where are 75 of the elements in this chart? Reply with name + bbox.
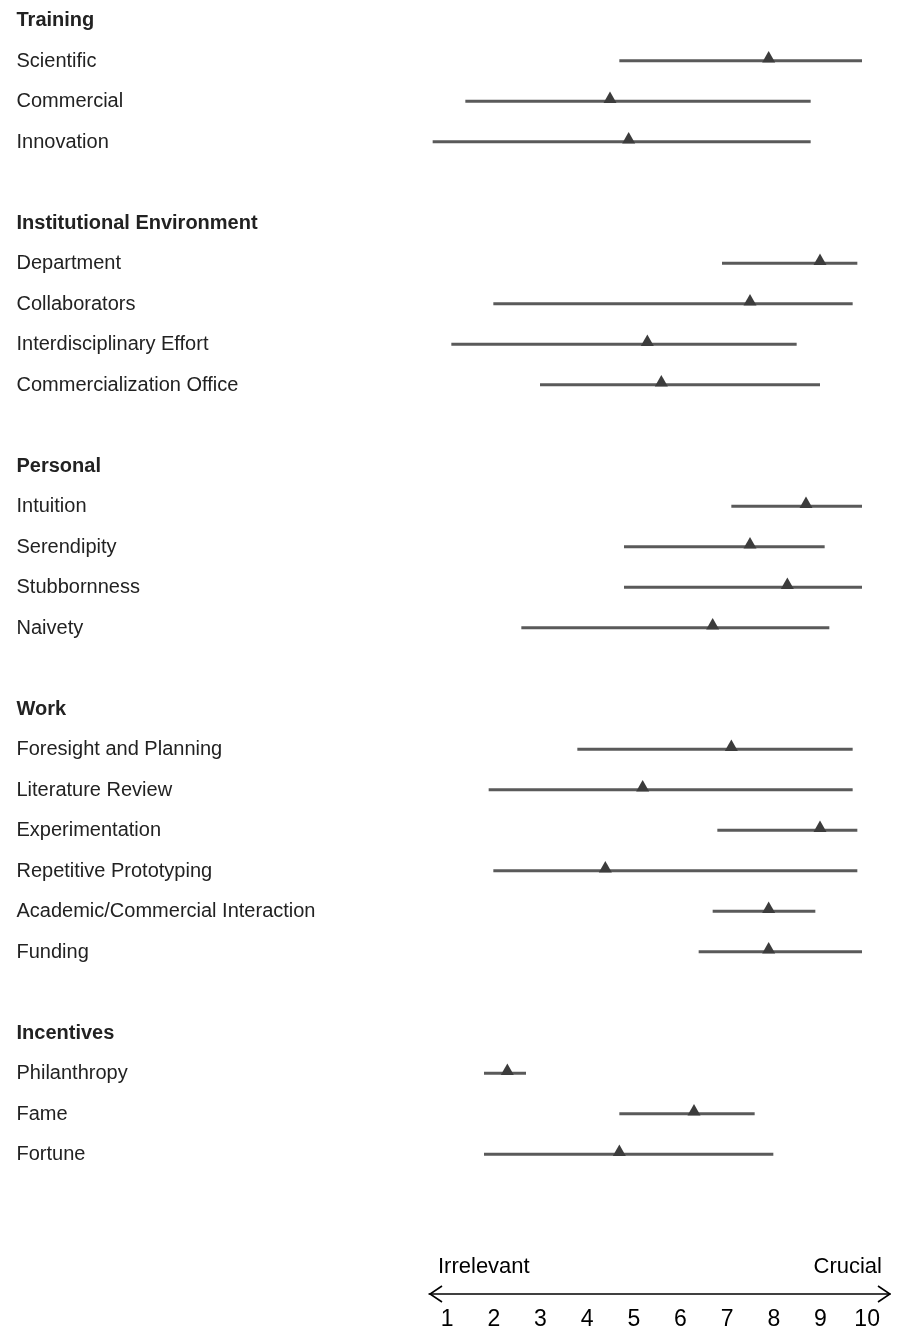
y-tick-label: Fortune bbox=[16, 1142, 86, 1165]
bar bbox=[493, 302, 853, 306]
x-tick-label: 4 bbox=[580, 1305, 594, 1331]
point bbox=[654, 375, 668, 387]
point bbox=[706, 618, 720, 630]
text: Irrelevant bbox=[438, 1252, 530, 1278]
x-tick-label: 2 bbox=[487, 1305, 501, 1331]
y-tick-label: Training bbox=[16, 8, 95, 31]
bar bbox=[717, 828, 858, 832]
point bbox=[743, 537, 757, 549]
y-tick-label: Naivety bbox=[16, 615, 84, 638]
x-tick-label: 8 bbox=[767, 1305, 781, 1331]
y-tick-label: Foresight and Planning bbox=[16, 737, 223, 760]
bar bbox=[577, 747, 853, 751]
y-tick-label: Literature Review bbox=[16, 777, 173, 800]
y-tick-label: Collaborators bbox=[16, 291, 136, 314]
bar bbox=[731, 504, 862, 508]
bar bbox=[540, 383, 820, 387]
x-tick-label: 9 bbox=[814, 1305, 827, 1331]
bar bbox=[484, 1152, 774, 1156]
point bbox=[598, 861, 612, 873]
text: Crucial bbox=[813, 1252, 882, 1278]
y-tick-label: Innovation bbox=[16, 129, 109, 152]
x-tick-label: 10 bbox=[854, 1305, 880, 1331]
bar bbox=[451, 342, 797, 346]
y-tick-label: Interdisciplinary Effort bbox=[16, 332, 209, 355]
y-tick-label: Incentives bbox=[16, 1020, 115, 1043]
point bbox=[640, 334, 654, 346]
y-tick-label: Personal bbox=[16, 453, 101, 476]
bar bbox=[465, 99, 811, 103]
bar bbox=[624, 585, 862, 589]
point bbox=[780, 577, 794, 589]
y-tick-label: Experimentation bbox=[16, 818, 162, 841]
point bbox=[762, 51, 776, 63]
bar bbox=[521, 626, 830, 630]
point bbox=[622, 132, 636, 144]
bar bbox=[432, 140, 811, 144]
bar bbox=[493, 869, 858, 873]
y-tick-label: Intuition bbox=[16, 494, 87, 517]
y-tick-label: Stubbornness bbox=[16, 575, 140, 598]
y-tick-label: Scientific bbox=[16, 48, 97, 71]
x-tick-label: 3 bbox=[534, 1305, 547, 1331]
x-tick-label: 7 bbox=[720, 1305, 734, 1331]
point bbox=[762, 942, 776, 954]
point bbox=[813, 253, 827, 265]
y-tick-label: Philanthropy bbox=[16, 1061, 128, 1084]
x-tick-label: 5 bbox=[627, 1305, 641, 1331]
point bbox=[500, 1063, 514, 1075]
y-tick-label: Funding bbox=[16, 939, 89, 962]
point bbox=[762, 901, 776, 913]
point bbox=[813, 820, 827, 832]
y-tick-label: Fame bbox=[16, 1101, 68, 1124]
y-tick-label: Repetitive Prototyping bbox=[16, 858, 213, 881]
x-tick-label: 6 bbox=[674, 1305, 687, 1331]
y-tick-label: Serendipity bbox=[16, 534, 117, 557]
y-tick-label: Work bbox=[16, 696, 68, 719]
y-tick-label: Commercialization Office bbox=[16, 372, 239, 395]
bar bbox=[698, 950, 862, 954]
y-tick-label: Department bbox=[16, 251, 122, 274]
bar bbox=[619, 59, 862, 63]
bar bbox=[624, 545, 825, 549]
point bbox=[743, 294, 757, 306]
point bbox=[724, 739, 738, 751]
point bbox=[603, 91, 617, 103]
point bbox=[687, 1104, 701, 1116]
point bbox=[636, 780, 650, 792]
bar bbox=[619, 1112, 755, 1116]
bar bbox=[722, 261, 858, 265]
y-tick-label: Academic/Commercial Interaction bbox=[16, 899, 316, 922]
bar bbox=[488, 788, 853, 792]
point bbox=[799, 496, 813, 508]
y-tick-label: Commercial bbox=[16, 89, 124, 112]
point bbox=[612, 1144, 626, 1156]
y-tick-label: Institutional Environment bbox=[16, 210, 258, 233]
x-tick-label: 1 bbox=[440, 1305, 454, 1331]
